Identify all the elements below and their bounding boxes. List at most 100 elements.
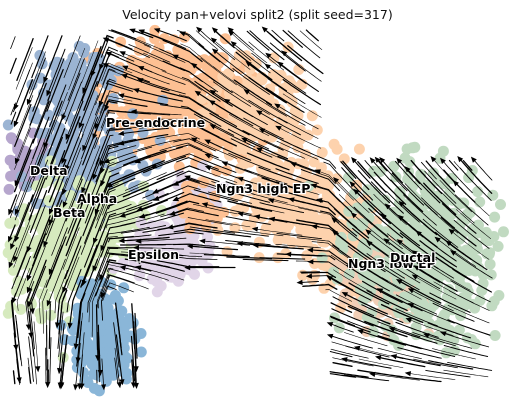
streamline-arrowhead	[129, 28, 136, 34]
streamline-arrowhead	[375, 355, 382, 361]
cell-point	[297, 269, 309, 281]
cell-point	[334, 237, 346, 249]
streamline	[343, 374, 390, 382]
streamline-arrowhead	[264, 63, 271, 70]
cell-point	[492, 240, 504, 252]
cell-point	[183, 125, 195, 136]
streamline	[16, 37, 34, 82]
streamline	[329, 351, 353, 358]
streamline	[447, 361, 493, 371]
cell-point	[343, 172, 354, 184]
cell-point	[308, 243, 320, 255]
cell-point	[469, 241, 480, 253]
cluster-label-ngn3-high-ep: Ngn3 high EP	[216, 181, 310, 196]
cluster-label-alpha: Alpha	[77, 191, 117, 206]
cell-point	[469, 302, 481, 314]
cell-point	[474, 196, 486, 208]
streamline	[357, 369, 403, 378]
streamline	[345, 345, 390, 358]
cell-point	[338, 293, 350, 305]
cell-point	[314, 176, 326, 188]
cell-point	[488, 295, 500, 307]
streamline-arrowhead	[116, 381, 122, 389]
cell-point	[141, 63, 153, 75]
cell-point	[223, 68, 234, 80]
cell-point	[286, 96, 298, 108]
cell-point	[466, 227, 478, 239]
streamline-arrowhead	[13, 103, 19, 111]
cell-point	[115, 36, 127, 48]
streamline	[10, 36, 16, 49]
streamline	[12, 370, 16, 385]
cell-point	[420, 312, 432, 324]
streamline-arrowhead	[73, 384, 79, 391]
cell-point	[437, 145, 449, 157]
cell-point	[319, 230, 331, 242]
cell-point	[362, 291, 373, 302]
cell-point	[149, 33, 161, 45]
cell-point	[306, 110, 318, 122]
cell-point	[324, 189, 336, 201]
streamline	[443, 369, 489, 378]
cluster-label-beta: Beta	[53, 205, 85, 220]
cell-point	[299, 236, 311, 248]
cluster-label-pre-endocrine: Pre-endocrine	[106, 115, 205, 130]
cell-point	[351, 202, 363, 214]
streamline-arrowhead	[35, 366, 41, 373]
cell-point	[282, 204, 293, 216]
streamline-arrowhead	[117, 93, 125, 99]
cell-point	[294, 124, 306, 136]
streamline-arrowhead	[199, 238, 206, 244]
streamline-arrowhead	[326, 322, 334, 327]
cell-point	[381, 243, 393, 255]
cell-point	[110, 320, 122, 332]
streamline	[374, 374, 420, 381]
cell-point	[432, 202, 444, 214]
streamline-arrowhead	[102, 37, 110, 43]
cell-point	[370, 239, 382, 251]
cell-point	[239, 158, 251, 169]
cell-point	[472, 186, 484, 198]
cell-point	[330, 197, 341, 209]
cell-point	[389, 243, 401, 255]
cell-point	[363, 212, 375, 224]
streamline-arrowhead	[45, 382, 51, 389]
cell-point	[162, 114, 174, 126]
cell-point	[446, 304, 458, 316]
cell-point	[437, 193, 449, 205]
streamline	[14, 103, 32, 147]
streamline-arrowhead	[13, 120, 19, 128]
cell-point	[333, 322, 345, 334]
cell-point	[243, 112, 255, 123]
cell-point	[353, 143, 365, 155]
cell-point	[343, 205, 355, 217]
cell-point	[384, 282, 396, 294]
cell-point	[394, 186, 406, 198]
cell-point	[201, 246, 213, 258]
cell-point	[178, 82, 190, 94]
streamline-arrowhead	[326, 333, 334, 339]
cell-point	[404, 256, 416, 268]
cell-point	[471, 254, 483, 266]
cell-point	[428, 299, 440, 311]
cell-point	[282, 41, 294, 53]
cell-point	[427, 167, 439, 179]
cell-point	[161, 50, 173, 62]
cell-point	[123, 78, 135, 90]
cell-point	[429, 266, 441, 278]
streamline	[332, 357, 374, 367]
cell-point	[6, 133, 18, 145]
cell-point	[104, 333, 116, 345]
cluster-label-epsilon: Epsilon	[128, 247, 179, 262]
chart-title: Velocity pan+velovi split2 (split seed=3…	[122, 7, 393, 22]
streamline	[271, 29, 285, 42]
cell-point	[82, 377, 94, 388]
streamline	[380, 357, 426, 368]
cell-point	[270, 206, 282, 218]
cell-point	[193, 149, 205, 161]
cell-point	[469, 265, 481, 277]
cell-point	[18, 210, 30, 222]
streamline	[9, 57, 17, 74]
streamline	[332, 362, 353, 367]
cell-point	[369, 187, 381, 199]
